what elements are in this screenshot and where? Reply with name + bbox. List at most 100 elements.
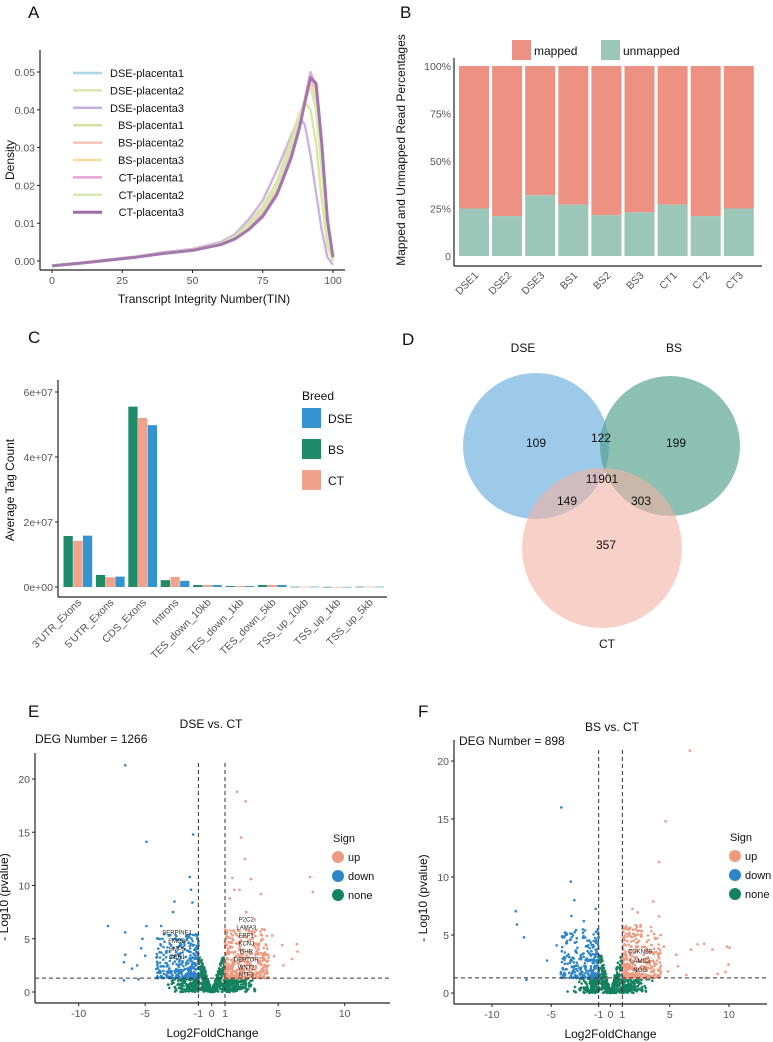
point-up (230, 951, 234, 954)
bar-unmapped-BS3 (624, 212, 655, 256)
point-none (228, 982, 232, 985)
x-tick-label: 1 (619, 1009, 625, 1021)
point-none (244, 983, 247, 986)
point-down (176, 938, 180, 942)
point-down (588, 939, 591, 942)
bar-unmapped-BS1 (558, 204, 589, 256)
point-down (173, 937, 177, 940)
point-none (218, 970, 222, 973)
point-none (590, 983, 593, 987)
point-up (261, 937, 265, 941)
gene-label: EBF1 (239, 934, 255, 940)
point-down (582, 934, 585, 938)
point-down (588, 959, 591, 963)
point-down (169, 956, 172, 960)
venn-count-DSE_CT: 149 (557, 494, 577, 508)
point-none (580, 982, 583, 985)
point-none (180, 978, 184, 982)
point-down (572, 957, 575, 960)
point-none (628, 988, 632, 991)
bar-mapped-DSE3 (525, 66, 556, 196)
point-none (566, 990, 569, 993)
point-up (253, 930, 256, 934)
point-none (583, 991, 586, 995)
legend-label: none (348, 890, 372, 902)
point-up (248, 961, 251, 965)
point-up (659, 972, 663, 975)
y-tick-label: 25% (430, 204, 451, 216)
point-up (647, 938, 650, 942)
point-down (187, 972, 190, 976)
point-up (656, 952, 660, 955)
legend-dot-down (332, 870, 344, 882)
point-up (634, 945, 638, 949)
point-down (596, 970, 600, 974)
point-down (574, 949, 578, 952)
point-up (632, 972, 635, 976)
legend-swatch-unmapped (601, 40, 620, 60)
point-down (167, 969, 171, 972)
point-down (173, 960, 177, 963)
point-up (675, 953, 678, 956)
point-none (214, 979, 218, 982)
legend-title: Sign (333, 833, 355, 845)
point-down (522, 936, 526, 939)
point-none (228, 990, 232, 993)
x-tick-label: 50 (187, 275, 199, 287)
point-up (634, 937, 638, 941)
legend-label: none (745, 889, 769, 901)
point-up (266, 947, 269, 951)
legend-swatch-mapped (512, 40, 531, 60)
y-tick-label: 10 (437, 872, 449, 884)
point-up (240, 970, 244, 973)
point-up (627, 933, 630, 936)
point-down (190, 963, 194, 966)
point-up (267, 956, 270, 960)
point-none (607, 983, 610, 986)
venn-count-all: 11901 (586, 472, 619, 486)
point-up (657, 915, 661, 918)
y-axis-label: Density (3, 140, 17, 180)
point-up (236, 928, 240, 932)
x-tick-label: 5 (667, 1009, 673, 1021)
point-up (622, 936, 626, 940)
bar-BS-TSS_up_1kb (322, 586, 332, 588)
point-up (228, 936, 231, 940)
point-down (593, 936, 597, 940)
point-up (637, 929, 641, 932)
point-down (179, 952, 182, 955)
point-up (229, 958, 233, 962)
point-down (189, 888, 193, 892)
point-up (642, 965, 645, 968)
point-down (189, 975, 193, 978)
bar-mapped-BS1 (558, 66, 589, 205)
point-none (220, 990, 224, 994)
point-up (261, 971, 264, 975)
point-down (191, 933, 195, 937)
point-down (560, 806, 563, 809)
point-up (634, 955, 638, 959)
point-down (160, 964, 164, 968)
y-tick-label: 20 (437, 756, 449, 768)
point-up (245, 953, 248, 957)
point-up (232, 951, 236, 954)
venn-count-DSE_only: 109 (526, 436, 546, 450)
legend-label: BS-placenta2 (118, 138, 184, 150)
point-up (631, 928, 635, 931)
point-down (591, 974, 595, 977)
point-up (248, 950, 251, 953)
point-none (619, 956, 622, 959)
point-down (582, 952, 585, 955)
point-up (244, 959, 247, 962)
point-up (622, 972, 626, 976)
point-up (656, 937, 659, 940)
point-down (191, 939, 194, 943)
point-up (644, 956, 648, 960)
point-down (181, 951, 184, 954)
point-up (263, 952, 267, 955)
point-down (182, 965, 185, 968)
point-up (257, 947, 261, 951)
point-down (545, 959, 549, 962)
point-up (263, 965, 266, 968)
